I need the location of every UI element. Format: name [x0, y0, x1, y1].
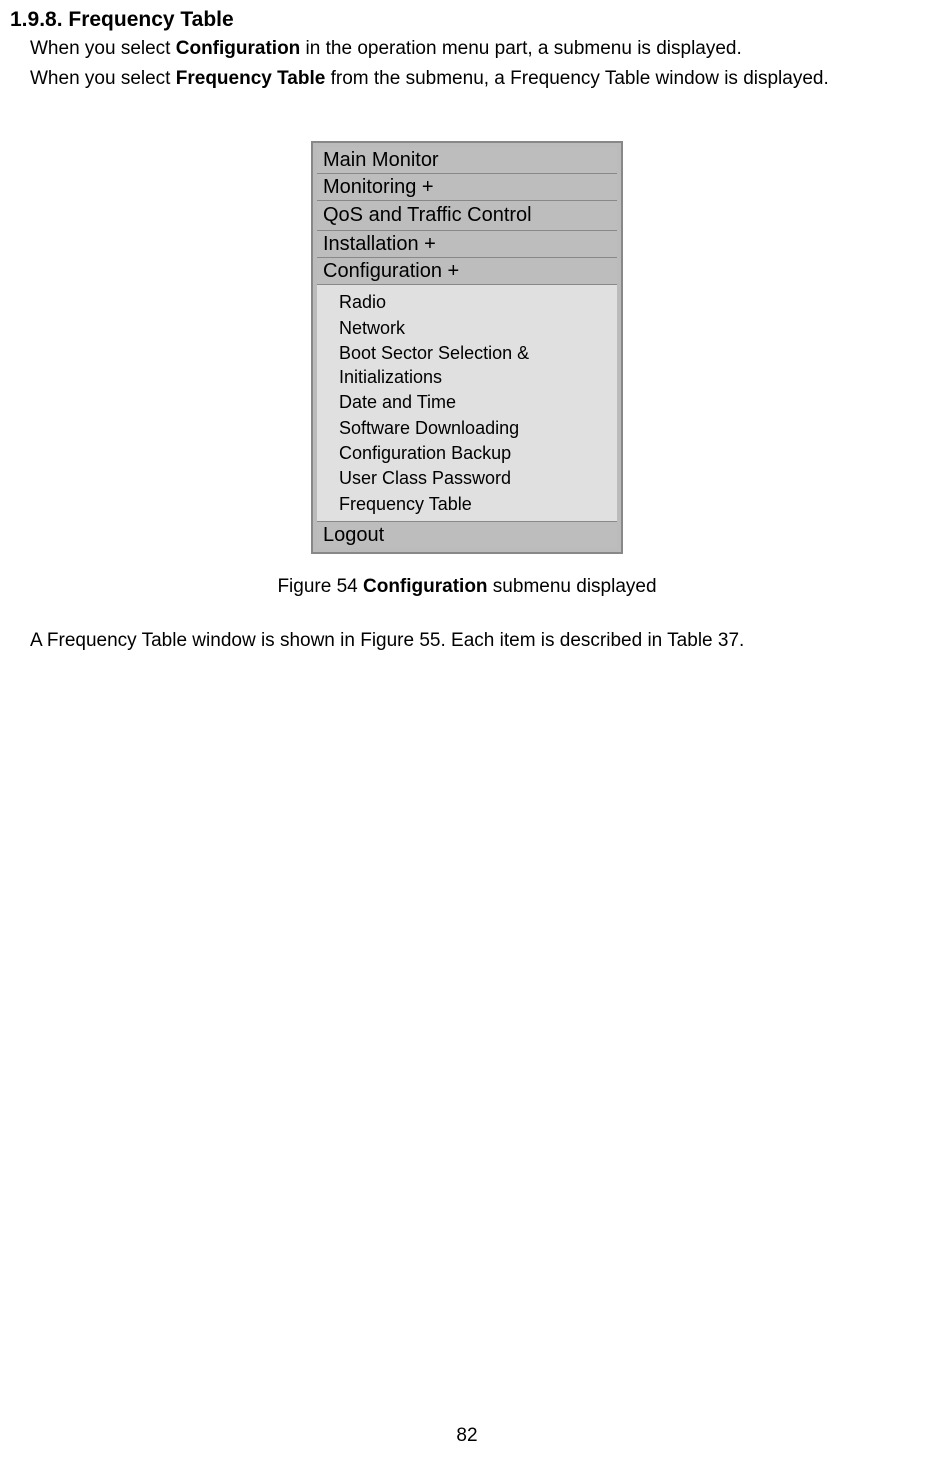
menu-item-qos[interactable]: QoS and Traffic Control — [317, 201, 617, 231]
page-number: 82 — [0, 1425, 934, 1447]
text-run: in the operation menu part, a submenu is… — [300, 38, 742, 59]
menu-item-main-monitor[interactable]: Main Monitor — [317, 147, 617, 174]
bold-text: Frequency Table — [176, 68, 326, 89]
submenu-item-software-download[interactable]: Software Downloading — [339, 416, 615, 440]
text-run: When you select — [30, 38, 176, 59]
menu-item-installation[interactable]: Installation + — [317, 231, 617, 258]
navigation-menu: Main Monitor Monitoring + QoS and Traffi… — [311, 141, 623, 554]
caption-text: Figure 54 — [277, 576, 363, 597]
caption-bold: Configuration — [363, 576, 488, 597]
text-run: from the submenu, a Frequency Table wind… — [325, 68, 828, 89]
paragraph-2: When you select Frequency Table from the… — [30, 66, 924, 92]
submenu-item-config-backup[interactable]: Configuration Backup — [339, 441, 615, 465]
paragraph-3: A Frequency Table window is shown in Fig… — [30, 628, 924, 654]
menu-item-configuration[interactable]: Configuration + — [317, 258, 617, 285]
submenu-item-user-password[interactable]: User Class Password — [339, 466, 615, 490]
bold-text: Configuration — [176, 38, 301, 59]
menu-figure: Main Monitor Monitoring + QoS and Traffi… — [50, 141, 884, 598]
submenu-item-radio[interactable]: Radio — [339, 290, 615, 314]
configuration-submenu: Radio Network Boot Sector Selection & In… — [317, 285, 617, 522]
menu-item-monitoring[interactable]: Monitoring + — [317, 174, 617, 201]
figure-caption: Figure 54 Configuration submenu displaye… — [50, 576, 884, 598]
submenu-item-frequency-table[interactable]: Frequency Table — [339, 492, 615, 516]
menu-item-logout[interactable]: Logout — [317, 522, 617, 548]
text-run: When you select — [30, 68, 176, 89]
paragraph-1: When you select Configuration in the ope… — [30, 36, 924, 62]
submenu-item-network[interactable]: Network — [339, 316, 615, 340]
submenu-item-date-time[interactable]: Date and Time — [339, 390, 615, 414]
submenu-item-boot-sector[interactable]: Boot Sector Selection & Initializations — [339, 341, 615, 390]
section-heading: 1.9.8. Frequency Table — [10, 8, 924, 32]
document-page: 1.9.8. Frequency Table When you select C… — [0, 0, 934, 654]
caption-text: submenu displayed — [488, 576, 657, 597]
